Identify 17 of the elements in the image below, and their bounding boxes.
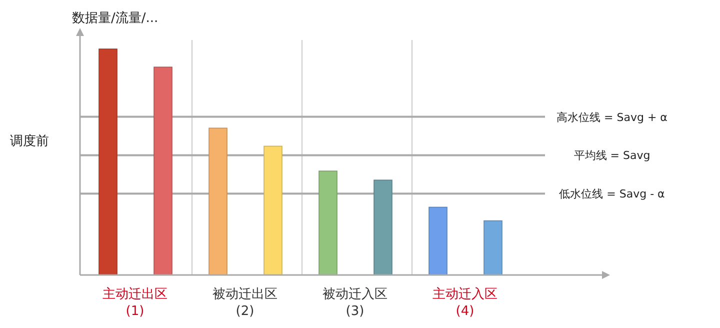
x-tick-label: 被动迁出区 (2)	[212, 287, 278, 319]
ref-line-label: 平均线 = Savg	[574, 149, 650, 162]
y-axis-title: 数据量/流量/...	[72, 10, 158, 26]
bar	[98, 48, 118, 276]
x-tick-label: 主动迁出区 (1)	[102, 286, 168, 319]
ref-line-label: 低水位线 = Savg - α	[559, 188, 665, 201]
x-tick-label: 主动迁入区 (4)	[432, 286, 498, 319]
text: 调度前	[10, 133, 49, 149]
bar	[428, 206, 448, 276]
bar	[318, 170, 338, 276]
bar	[264, 146, 282, 276]
bar	[484, 220, 502, 276]
bar	[374, 180, 392, 276]
bar	[154, 66, 172, 276]
bar	[208, 128, 228, 276]
ref-line-label: 高水位线 = Savg + α	[556, 110, 668, 124]
x-tick-label: 被动迁入区 (3)	[322, 287, 388, 319]
